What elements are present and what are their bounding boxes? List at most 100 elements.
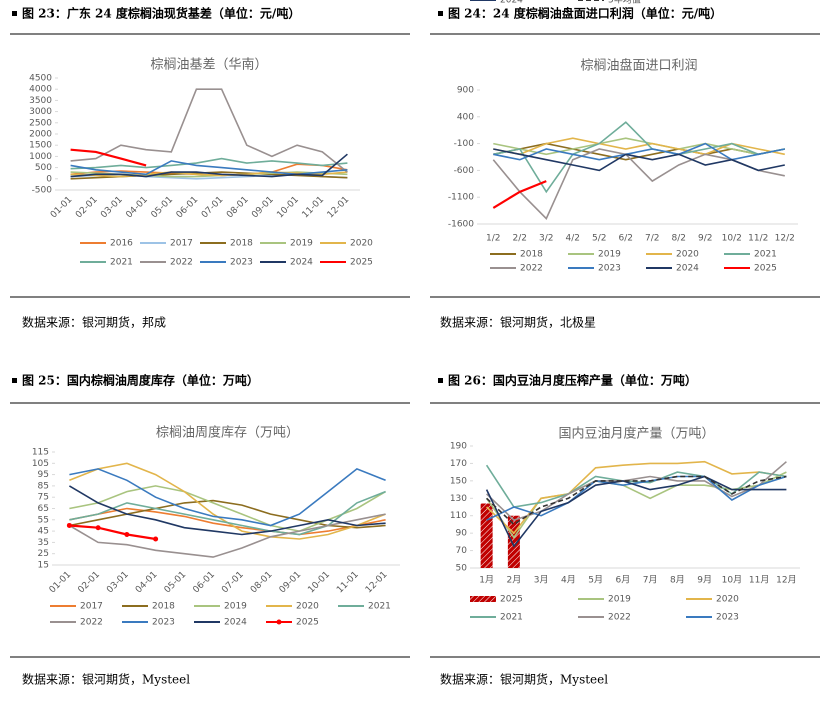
bar <box>507 515 520 568</box>
x-tick-label: 10-01 <box>275 195 301 221</box>
legend-item: 2019 <box>194 602 247 612</box>
point <box>66 522 72 528</box>
x-tick-label: 9月 <box>697 575 712 586</box>
y-tick-label: 400 <box>457 112 474 122</box>
series-line <box>70 88 348 173</box>
figure-caption: 图 24：24 度棕榈油盘面进口利润（单位：元/吨） <box>448 6 722 21</box>
y-tick-label: 150 <box>450 476 467 486</box>
figure-source: 数据来源：银河期货，北极星 <box>440 315 596 330</box>
point <box>153 536 159 542</box>
x-tick-label: 10-01 <box>306 570 332 596</box>
x-tick-label: 11-01 <box>301 195 327 221</box>
x-tick-label: 01-01 <box>48 570 74 596</box>
x-tick-label: 7/2 <box>645 234 659 244</box>
legend-label: 2023 <box>598 264 621 274</box>
series-line <box>69 524 156 541</box>
legend-item: 2021 <box>80 258 133 268</box>
legend-label: 2025 <box>754 264 777 274</box>
legend-item: 2025 <box>724 264 777 274</box>
x-tick-label: 12-01 <box>364 570 390 596</box>
legend-item: 2024 <box>260 258 313 268</box>
legend-label: 2020 <box>296 602 319 612</box>
y-tick-label: 2000 <box>29 130 52 140</box>
series-line <box>70 148 147 167</box>
legend-label: 2019 <box>290 239 313 249</box>
legend-label: 2025 <box>350 258 373 268</box>
series-line <box>486 475 787 526</box>
legend-item: 2020 <box>266 602 319 612</box>
legend-item: 2022 <box>50 618 103 628</box>
legend-item: 2024 <box>470 0 523 6</box>
x-tick-label: 10月 <box>722 575 742 586</box>
legend-label: 2024 <box>224 618 247 628</box>
legend-label: 2019 <box>224 602 247 612</box>
legend-label: 2025 <box>500 595 523 605</box>
legend-label: 2021 <box>110 258 133 268</box>
legend-item: 2020 <box>686 595 739 605</box>
series-line <box>486 475 787 521</box>
legend-label: 2020 <box>350 239 373 249</box>
series-line <box>70 157 348 170</box>
legend-item: 2018 <box>122 602 175 612</box>
chart-title: 棕榈油盘面进口利润 <box>580 58 697 74</box>
legend-label: 5年均值 <box>608 0 641 6</box>
x-tick-label: 5月 <box>588 575 603 586</box>
legend-item: 2019 <box>568 250 621 260</box>
x-tick-label: 1月 <box>479 575 494 586</box>
y-tick-label: 3500 <box>29 96 52 106</box>
series-line <box>68 485 386 536</box>
legend-label: 2023 <box>230 258 253 268</box>
x-tick-label: 4/2 <box>566 234 580 244</box>
x-tick-label: 03-01 <box>99 195 125 221</box>
legend-label: 2024 <box>500 0 523 6</box>
legend-label: 2020 <box>676 250 699 260</box>
caption-bullet <box>438 378 443 383</box>
y-tick-label: 75 <box>38 493 49 503</box>
legend-item: 2023 <box>568 264 621 274</box>
caption-bullet <box>12 378 17 383</box>
y-tick-label: 190 <box>450 442 467 452</box>
legend-label: 2024 <box>676 264 699 274</box>
legend-item: 2016 <box>80 239 133 249</box>
chart-title: 棕榈油周度库存（万吨） <box>156 425 299 441</box>
y-tick-label: 115 <box>32 448 49 458</box>
legend-label: 2016 <box>110 239 133 249</box>
x-tick-label: 3/2 <box>539 234 553 244</box>
legend-item: 2021 <box>724 250 777 260</box>
bar <box>480 503 493 568</box>
legend-item: 2020 <box>646 250 699 260</box>
series-line <box>485 464 787 508</box>
legend-item: 2019 <box>260 239 313 249</box>
y-tick-label: 105 <box>32 459 49 469</box>
legend-label: 2019 <box>598 250 621 260</box>
caption-bullet <box>438 11 443 16</box>
y-tick-label: 95 <box>38 470 49 480</box>
y-tick-label: 55 <box>38 515 49 525</box>
legend-item: 2023 <box>200 258 253 268</box>
x-tick-label: 05-01 <box>150 195 176 221</box>
point <box>95 525 101 531</box>
legend-item: 2023 <box>122 618 175 628</box>
series-line <box>69 462 386 540</box>
x-tick-label: 05-01 <box>163 570 189 596</box>
x-tick-label: 10/2 <box>722 234 742 244</box>
x-tick-label: 04-01 <box>124 195 150 221</box>
figure-caption: 图 25：国内棕榈油周度库存（单位：万吨） <box>22 373 259 388</box>
x-tick-label: 09-01 <box>250 195 276 221</box>
x-tick-label: 02-01 <box>76 570 102 596</box>
figure-source: 数据来源：银河期货，Mysteel <box>22 672 190 687</box>
legend-label: 2025 <box>296 618 319 628</box>
legend-label: 2022 <box>170 258 193 268</box>
legend-item: 2025 <box>470 595 523 605</box>
x-tick-label: 07-01 <box>220 570 246 596</box>
y-tick-label: 45 <box>38 527 49 537</box>
legend-label: 2023 <box>716 613 739 623</box>
x-tick-label: 4月 <box>561 575 576 586</box>
y-tick-label: 2500 <box>29 118 52 128</box>
y-tick-label: 110 <box>450 511 467 521</box>
series-line <box>69 499 386 529</box>
legend-label: 2020 <box>716 595 739 605</box>
legend-label: 2021 <box>368 602 391 612</box>
x-tick-label: 07-01 <box>200 195 226 221</box>
y-tick-label: 70 <box>456 546 468 556</box>
